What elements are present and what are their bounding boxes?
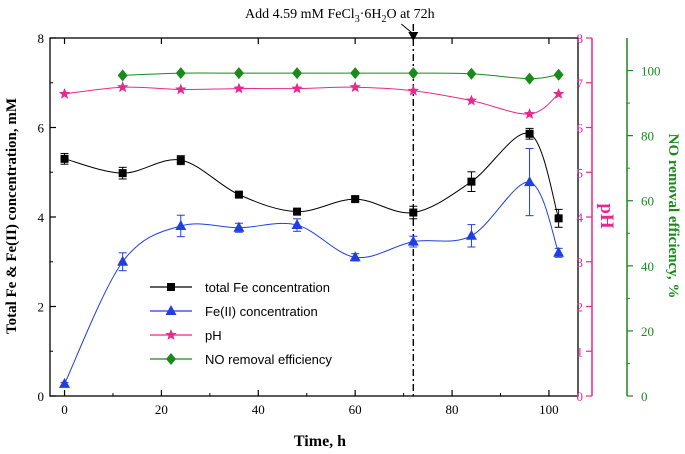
point-ph [58,87,71,99]
point-fe2 [59,377,71,388]
point-ph [465,94,478,106]
point-no [466,67,477,80]
point-no [408,67,419,80]
point-fe2 [524,176,536,187]
left-tick-label: 4 [38,210,45,225]
point-total_fe [176,156,185,165]
no-tick-label: 20 [641,324,654,339]
point-ph [116,81,129,93]
point-fe2 [349,251,361,262]
point-total_fe [409,208,418,217]
series-line-fe2 [64,181,560,385]
x-tick-label: 80 [446,402,459,417]
point-fe2 [465,229,477,240]
ph-tick-label: 3 [577,255,584,270]
no-tick-label: 40 [641,259,654,274]
point-no [553,68,564,81]
point-fe2 [233,221,245,232]
point-ph [349,81,361,93]
legend-marker-no [166,353,176,365]
point-ph [523,108,536,119]
left-tick-label: 8 [38,31,45,46]
point-total_fe [467,177,476,186]
legend-label-no: NO removal efficiency [205,352,332,367]
point-total_fe [118,169,127,178]
x-tick-label: 60 [349,402,362,417]
point-fe2 [175,219,187,230]
point-total_fe [554,214,563,223]
point-total_fe [234,190,243,199]
ph-axis-title: pH [596,203,617,229]
point-no [350,67,361,80]
no-removal-axis: 0 20 40 60 80 100 [626,38,661,404]
ph-tick-label: 5 [577,165,584,180]
series-no [117,67,564,85]
ph-tick-label: 0 [577,389,584,404]
left-axis-title: Total Fe & Fe(II) concentration, mM [4,98,20,334]
annotation-pointer [400,23,414,35]
ph-tick-label: 8 [577,31,584,46]
point-ph [407,84,420,96]
no-tick-label: 0 [641,389,648,404]
ph-tick-label: 2 [577,300,584,315]
x-axis-title: Time, h [294,433,346,450]
legend-label-fe2: Fe(II) concentration [205,304,318,319]
point-total_fe [351,195,360,204]
point-fe2 [117,255,129,266]
point-fe2 [291,219,303,230]
ph-axis: 0 1 2 3 4 5 6 7 8 [577,31,593,404]
point-total_fe [293,207,302,216]
x-tick-label: 100 [539,402,559,417]
legend-marker-fe2 [165,305,177,315]
point-ph [552,87,565,99]
left-tick-label: 2 [38,300,45,315]
point-no [524,72,535,85]
series-line-ph [64,86,559,115]
legend: total Fe concentration Fe(II) concentrati… [150,280,332,367]
point-total_fe [60,154,69,163]
legend-marker-total_fe [167,283,175,291]
annotation-text: Add 4.59 mM FeCl3·6H2O at 72h [245,7,435,25]
left-tick-label: 6 [38,121,45,136]
point-no [233,67,244,80]
series-line-no [122,72,559,80]
no-tick-label: 100 [641,64,661,79]
no-tick-label: 80 [641,129,654,144]
point-total_fe [525,129,534,138]
point-ph [233,82,245,94]
point-no [117,69,128,82]
series-total_fe [60,127,563,228]
point-ph [291,82,303,94]
x-tick-label: 40 [252,402,265,417]
x-tick-label: 20 [155,402,168,417]
ph-tick-label: 1 [577,344,584,359]
legend-label-total_fe: total Fe concentration [205,280,330,295]
x-tick-label: 0 [61,402,68,417]
ph-tick-label: 4 [577,210,584,225]
series-line-total_fe [64,132,560,219]
ph-tick-label: 7 [577,76,584,91]
series-fe2 [59,148,565,388]
point-fe2 [553,246,565,257]
no-removal-axis-title: NO removal efficiency, % [665,134,681,299]
point-no [175,67,186,80]
plot-frame-border [49,37,579,397]
legend-label-ph: pH [205,328,222,343]
series-layer [58,67,565,388]
legend-marker-ph [165,329,177,340]
ph-tick-label: 6 [577,121,584,136]
series-ph [58,81,565,119]
left-tick-label: 0 [38,389,45,404]
no-tick-label: 60 [641,194,654,209]
point-ph [175,83,187,95]
point-fe2 [407,235,419,246]
point-no [292,67,303,80]
annotation-arrow [408,32,419,41]
